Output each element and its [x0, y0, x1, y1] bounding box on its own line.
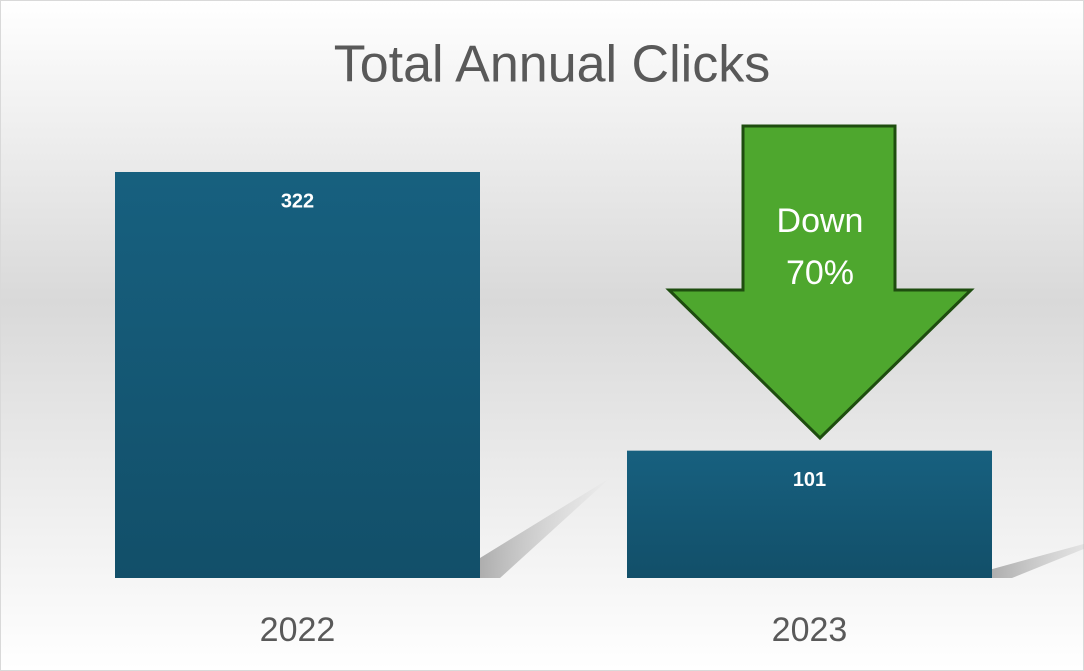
chart-title: Total Annual Clicks: [334, 36, 770, 94]
down-arrow: [665, 124, 975, 441]
bar: [627, 450, 992, 578]
bars: 322 2022 101 2023: [115, 172, 992, 649]
x-tick-label: 2022: [260, 611, 336, 649]
bar: [115, 172, 480, 578]
annotation: Down 70%: [776, 202, 864, 292]
bar-shadow: [480, 478, 610, 578]
shadows: [480, 478, 1084, 578]
value-label: 101: [793, 469, 826, 491]
bar-shadow: [992, 543, 1084, 578]
x-tick-label: 2023: [772, 611, 848, 649]
value-label: 322: [281, 190, 314, 212]
